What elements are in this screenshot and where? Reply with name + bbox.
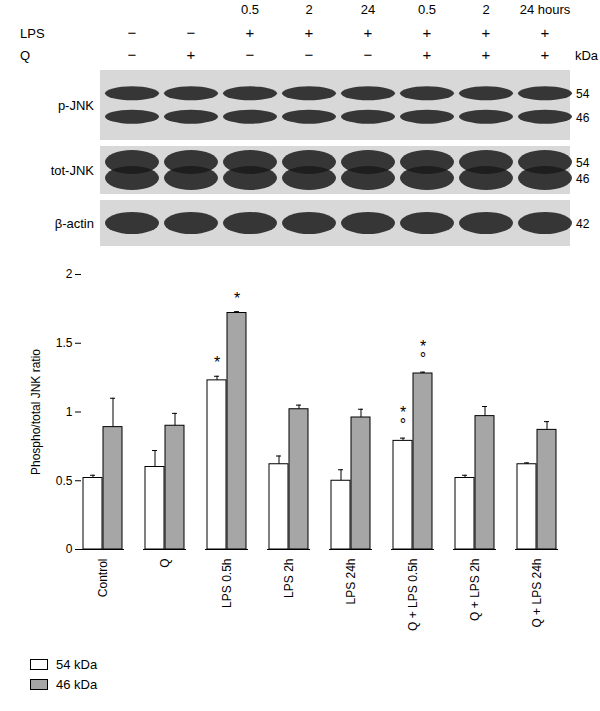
svg-text:54: 54 xyxy=(576,87,590,101)
svg-text:+: + xyxy=(423,24,432,41)
svg-text:+: + xyxy=(482,24,491,41)
svg-text:2: 2 xyxy=(305,2,312,17)
svg-text:24: 24 xyxy=(361,2,375,17)
html-text:54 kDa: 54 kDa xyxy=(56,656,98,672)
svg-text:+: + xyxy=(187,46,196,63)
svg-text:LPS 0.5h: LPS 0.5h xyxy=(220,559,234,608)
svg-text:1: 1 xyxy=(66,405,73,419)
svg-text:24 hours: 24 hours xyxy=(520,2,571,17)
svg-text:1.5: 1.5 xyxy=(56,336,73,350)
svg-text:2: 2 xyxy=(482,2,489,17)
svg-text:+: + xyxy=(541,46,550,63)
svg-text:Q: Q xyxy=(20,48,30,63)
svg-text:2: 2 xyxy=(66,267,73,281)
svg-text:−: − xyxy=(128,46,137,63)
svg-text:46: 46 xyxy=(576,111,590,125)
svg-text:Control: Control xyxy=(96,559,110,598)
svg-text:Phospho/total JNK ratio: Phospho/total JNK ratio xyxy=(29,349,43,475)
svg-text:+: + xyxy=(423,46,432,63)
svg-text:+: + xyxy=(541,24,550,41)
svg-text:LPS 24h: LPS 24h xyxy=(344,559,358,605)
svg-text:Q + LPS 2h: Q + LPS 2h xyxy=(468,559,482,621)
svg-text:+: + xyxy=(482,46,491,63)
svg-text:Q + LPS 24h: Q + LPS 24h xyxy=(530,559,544,628)
svg-text:0.5: 0.5 xyxy=(56,474,73,488)
svg-text:β-actin: β-actin xyxy=(55,216,94,231)
svg-text:0: 0 xyxy=(66,542,73,556)
svg-text:tot-JNK: tot-JNK xyxy=(51,163,95,178)
svg-text:0.5: 0.5 xyxy=(241,2,259,17)
svg-text:−: − xyxy=(305,46,314,63)
svg-text:kDa: kDa xyxy=(575,48,599,63)
svg-text:+: + xyxy=(246,24,255,41)
svg-text:p-JNK: p-JNK xyxy=(58,98,94,113)
svg-text:+: + xyxy=(364,24,373,41)
svg-text:LPS: LPS xyxy=(20,26,45,41)
svg-text:+: + xyxy=(305,24,314,41)
svg-text:0.5: 0.5 xyxy=(418,2,436,17)
svg-text:Q + LPS 0.5h: Q + LPS 0.5h xyxy=(406,559,420,631)
svg-text:−: − xyxy=(364,46,373,63)
html-text:46 kDa: 46 kDa xyxy=(56,676,98,692)
svg-text:*: * xyxy=(420,338,426,355)
svg-text:*: * xyxy=(234,290,240,307)
svg-text:*: * xyxy=(400,404,406,421)
svg-text:54: 54 xyxy=(576,156,590,170)
svg-text:−: − xyxy=(187,24,196,41)
svg-text:LPS 2h: LPS 2h xyxy=(282,559,296,598)
svg-text:−: − xyxy=(128,24,137,41)
svg-text:−: − xyxy=(246,46,255,63)
svg-text:*: * xyxy=(214,354,220,371)
svg-text:Q: Q xyxy=(158,559,172,568)
svg-text:42: 42 xyxy=(576,217,590,231)
svg-text:46: 46 xyxy=(576,172,590,186)
